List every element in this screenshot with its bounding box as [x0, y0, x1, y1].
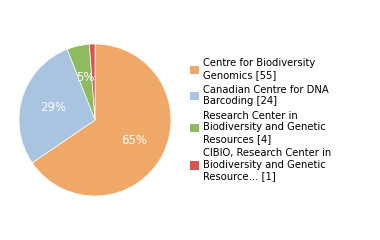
Text: 5%: 5%	[76, 71, 95, 84]
Wedge shape	[89, 44, 95, 120]
Text: 65%: 65%	[121, 134, 147, 147]
Legend: Centre for Biodiversity
Genomics [55], Canadian Centre for DNA
Barcoding [24], R: Centre for Biodiversity Genomics [55], C…	[190, 59, 331, 181]
Wedge shape	[19, 49, 95, 163]
Wedge shape	[32, 44, 171, 196]
Wedge shape	[67, 44, 95, 120]
Text: 29%: 29%	[40, 101, 66, 114]
